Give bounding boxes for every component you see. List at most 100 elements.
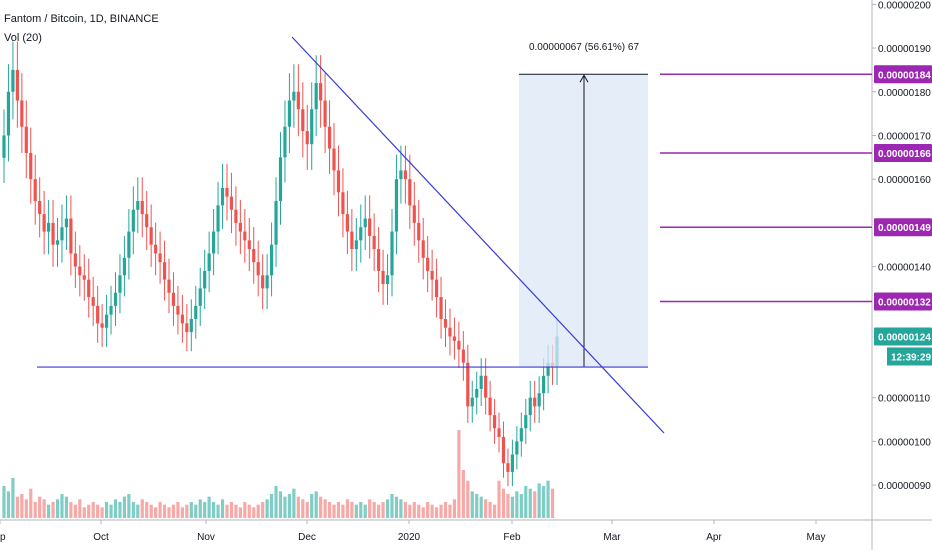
candle-body: [274, 201, 278, 245]
candle-body: [475, 388, 479, 398]
countdown-tag: [887, 347, 932, 366]
candle-body: [113, 292, 118, 306]
candle-body: [354, 240, 358, 250]
volume-bar: [158, 502, 162, 518]
price-tag: [874, 65, 932, 84]
candle-body: [256, 262, 260, 276]
volume-bar: [394, 496, 399, 518]
volume-bar: [171, 504, 176, 518]
symbol-title: Fantom / Bitcoin, 1D, BINANCE: [4, 13, 159, 25]
candle-body: [46, 222, 51, 232]
volume-bar: [314, 491, 318, 518]
volume-bar: [305, 502, 309, 518]
candle-body: [287, 100, 292, 127]
volume-bar: [377, 504, 381, 518]
volume-bar: [550, 488, 555, 518]
candle-body: [225, 187, 229, 197]
volume-bar: [426, 502, 430, 518]
candle-body: [484, 375, 488, 398]
volume-bar: [46, 504, 51, 518]
candle-body: [180, 314, 184, 324]
candle-body: [546, 362, 550, 376]
candle-body: [33, 179, 37, 202]
candle-body: [323, 100, 327, 127]
volume-bar: [439, 504, 443, 518]
candle-body: [426, 257, 430, 271]
volume-bar: [185, 504, 189, 518]
descending-trendline[interactable]: [291, 36, 665, 434]
volume-bar: [417, 504, 421, 518]
candle-body: [443, 318, 448, 328]
candle-body: [238, 222, 242, 232]
volume-bar: [327, 502, 332, 518]
volume-bar: [127, 494, 131, 518]
volume-bar: [252, 507, 256, 518]
candle-body: [461, 349, 465, 363]
volume-bar: [198, 499, 202, 518]
price-tag-label: 0.00000166: [878, 149, 931, 160]
candle-body: [29, 152, 33, 180]
volume-bar: [274, 486, 278, 518]
volume-bar: [149, 504, 153, 518]
volume-bar: [180, 507, 184, 518]
volume-bar: [506, 494, 510, 518]
volume-bar: [519, 494, 523, 518]
volume-bar: [189, 502, 193, 518]
volume-bar: [145, 502, 149, 518]
volume-bar: [42, 499, 46, 518]
volume-bar: [354, 504, 358, 518]
candle-body: [368, 218, 372, 236]
candle-body: [2, 135, 6, 158]
candle-body: [11, 69, 15, 92]
candle-body: [69, 218, 73, 254]
volume-bar: [104, 502, 109, 518]
candle-body: [350, 231, 354, 250]
candle-body: [73, 253, 77, 267]
volume-bar: [136, 504, 140, 518]
volume-bar: [546, 480, 550, 518]
candle-body: [537, 393, 541, 407]
candle-body: [501, 436, 506, 464]
volume-bar: [421, 507, 425, 518]
candle-body: [38, 201, 42, 215]
date-label: Nov: [197, 532, 215, 543]
volume-bar: [82, 507, 86, 518]
volume-bar: [368, 499, 372, 518]
volume-bar: [461, 470, 465, 518]
candle-body: [430, 270, 434, 280]
volume-bar: [167, 507, 171, 518]
candle-body: [122, 257, 127, 276]
volume-bar: [533, 491, 537, 518]
candle-body: [158, 253, 162, 263]
volume-bar: [140, 499, 144, 518]
candle-body: [385, 275, 390, 285]
volume-bar: [11, 478, 15, 518]
candle-body: [20, 100, 24, 127]
candle-body: [220, 187, 225, 206]
volume-bar: [100, 507, 104, 518]
volume-bar: [510, 496, 515, 518]
candle-body: [305, 131, 309, 145]
price-tag: [874, 143, 932, 162]
chart-legend: Fantom / Bitcoin, 1D, BINANCE Vol (20): [4, 10, 159, 48]
price-tick-label: 0.00000180: [878, 88, 931, 99]
volume-bar: [323, 499, 327, 518]
candle-body: [261, 275, 265, 289]
volume-bar: [488, 502, 492, 518]
candle-body: [533, 397, 537, 407]
candle-body: [265, 275, 269, 289]
candle-body: [136, 201, 140, 210]
candle-body: [203, 270, 207, 289]
volume-bar: [501, 488, 506, 518]
volume-bar: [38, 496, 42, 518]
date-label: Apr: [706, 532, 722, 543]
price-tick-label: 0.00000170: [878, 131, 931, 142]
volume-bar: [466, 480, 470, 518]
volume-bar: [261, 502, 265, 518]
candle-body: [198, 288, 202, 306]
candle-body: [154, 244, 158, 254]
volume-bar: [345, 499, 349, 518]
candle-body: [82, 275, 86, 280]
candle-body: [403, 170, 407, 180]
